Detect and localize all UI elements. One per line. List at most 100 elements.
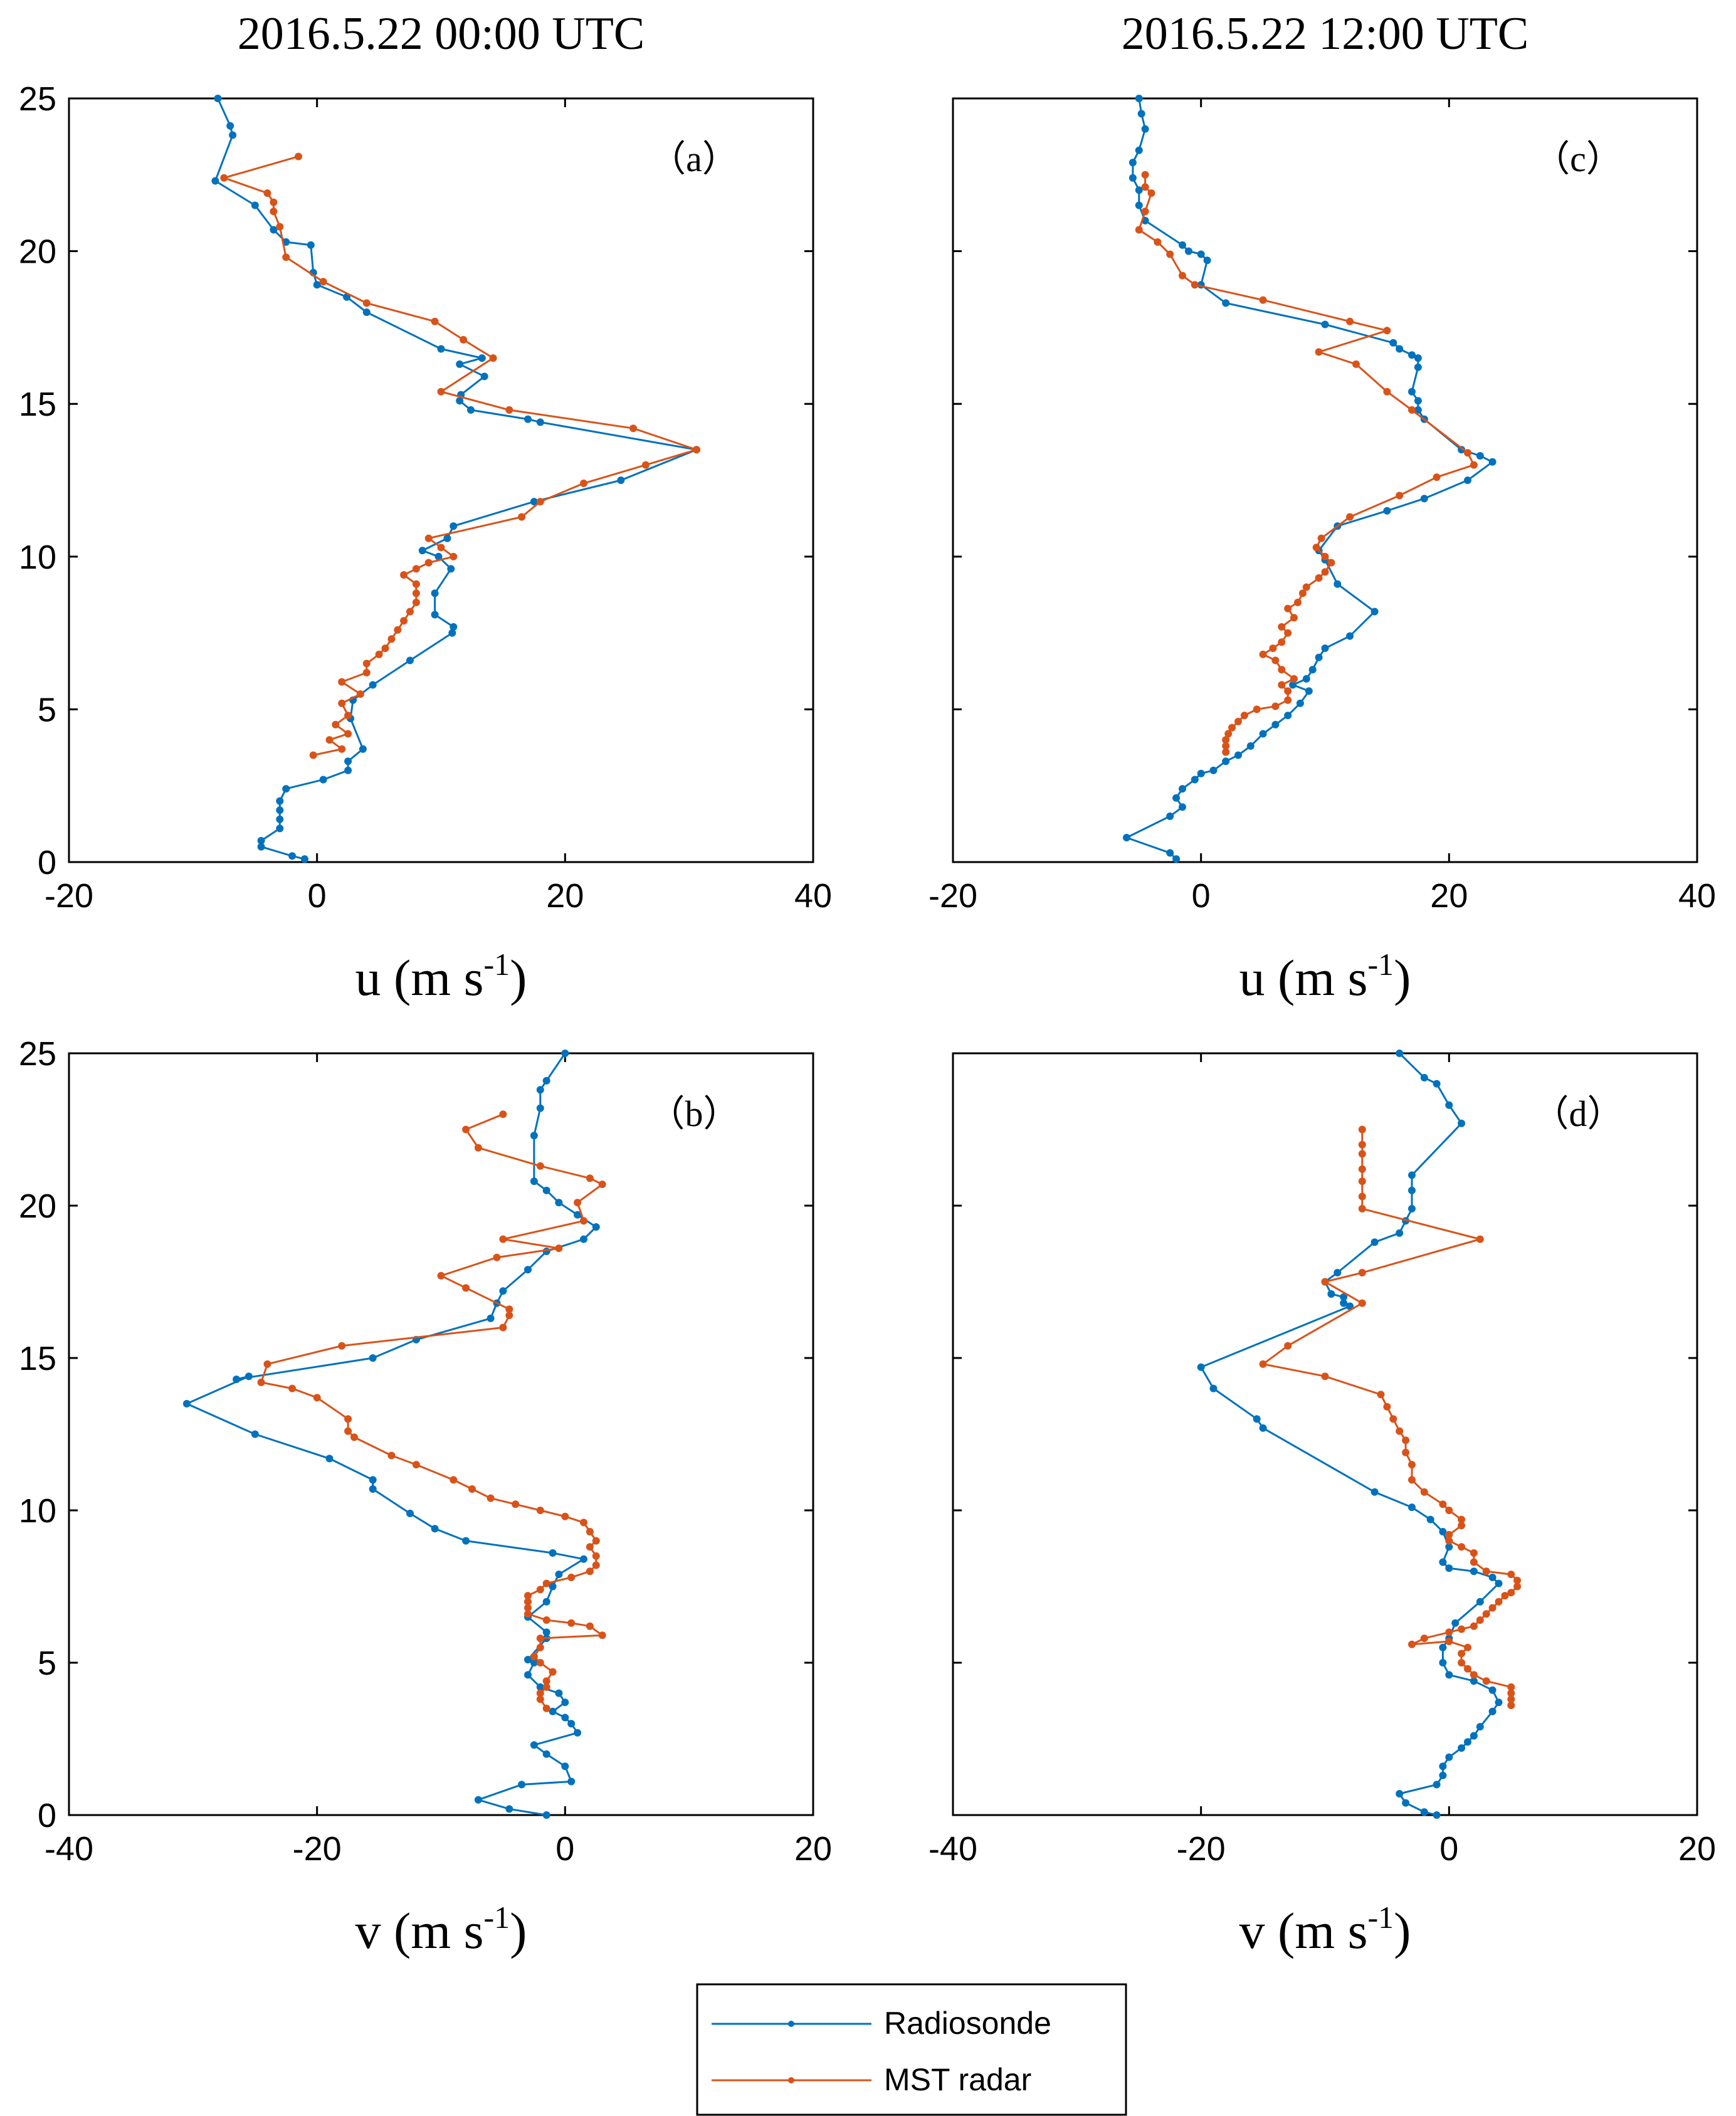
data-point	[487, 1314, 495, 1322]
data-point	[1278, 638, 1286, 646]
data-point	[693, 446, 700, 454]
data-point	[1352, 360, 1360, 368]
data-point	[574, 1199, 582, 1207]
data-point	[1346, 513, 1354, 521]
data-point	[362, 668, 371, 676]
data-point	[437, 345, 445, 353]
data-point	[1222, 299, 1230, 307]
data-point	[487, 1494, 495, 1502]
data-point	[1284, 604, 1292, 613]
x-axis-label-exponent: -1	[484, 1900, 510, 1935]
data-point	[443, 534, 451, 542]
data-point	[1278, 666, 1286, 674]
data-point	[1445, 1543, 1453, 1551]
data-point	[387, 1451, 396, 1460]
data-point	[245, 1372, 253, 1381]
data-point	[1420, 1808, 1428, 1816]
data-point	[1358, 1140, 1366, 1149]
data-point	[1439, 1762, 1447, 1771]
data-point	[462, 1537, 470, 1545]
legend-marker-radiosonde	[788, 2021, 794, 2027]
data-point	[1495, 1598, 1503, 1606]
x-tick-label: -20	[293, 1830, 342, 1868]
data-point	[1445, 1671, 1453, 1679]
series-radiosonde	[1197, 1050, 1503, 1819]
data-point	[1433, 473, 1441, 482]
data-point	[406, 608, 414, 616]
data-point	[1203, 256, 1211, 265]
data-point	[1396, 1790, 1404, 1798]
data-point	[536, 1683, 544, 1691]
data-point	[369, 1476, 377, 1484]
data-point	[288, 1384, 297, 1392]
data-point	[319, 278, 327, 286]
data-point	[1370, 1238, 1379, 1246]
data-point	[1470, 1558, 1478, 1566]
data-point	[338, 699, 346, 707]
data-point	[1445, 1628, 1453, 1636]
data-point	[1408, 1503, 1416, 1512]
data-point	[1147, 189, 1155, 197]
data-point	[282, 253, 290, 261]
data-point	[300, 855, 308, 863]
data-point	[276, 223, 284, 231]
data-point	[474, 1796, 482, 1804]
data-point	[412, 598, 420, 606]
series-radiosonde	[182, 1050, 600, 1819]
data-point	[233, 1376, 241, 1383]
data-point	[536, 1643, 544, 1651]
data-point	[325, 1455, 334, 1463]
data-point	[1507, 1689, 1515, 1697]
data-point	[567, 1619, 576, 1627]
panel-label: （a）	[650, 139, 739, 179]
data-point	[431, 611, 439, 619]
plot-area-frame	[952, 97, 1698, 863]
data-point	[1470, 1549, 1478, 1557]
data-point	[344, 1427, 352, 1435]
data-point	[524, 1656, 532, 1664]
data-point	[542, 1076, 550, 1085]
data-point	[536, 418, 544, 426]
data-point	[1476, 1616, 1484, 1624]
data-point	[542, 1186, 550, 1194]
data-point	[555, 1245, 563, 1252]
data-point	[1334, 580, 1342, 588]
data-point	[1495, 1698, 1503, 1707]
data-point	[313, 281, 321, 289]
data-point	[319, 776, 327, 784]
data-point	[1464, 476, 1471, 484]
data-point	[1470, 1677, 1478, 1685]
data-point	[1445, 1101, 1453, 1109]
data-point	[1458, 1659, 1466, 1666]
data-point	[344, 757, 352, 766]
x-axis-label-tail: )	[510, 1902, 527, 1959]
y-tick-label: 5	[38, 691, 56, 729]
data-point	[1358, 1125, 1366, 1134]
data-point	[499, 1287, 507, 1295]
data-point	[1358, 1268, 1366, 1276]
data-point	[214, 95, 222, 102]
data-point	[1294, 598, 1302, 606]
data-point	[1513, 1582, 1522, 1591]
data-point	[549, 1549, 557, 1557]
data-point	[381, 645, 389, 652]
series-mst-radar	[1135, 171, 1478, 756]
data-point	[1222, 742, 1230, 750]
data-point	[1408, 1461, 1416, 1469]
x-tick-label: -20	[1177, 1830, 1226, 1868]
data-point	[1464, 1738, 1471, 1746]
data-point	[542, 1683, 550, 1691]
data-point	[1445, 1530, 1453, 1539]
data-point	[1488, 458, 1497, 466]
data-point	[1396, 1050, 1404, 1057]
data-point	[1172, 794, 1181, 802]
data-point	[1358, 1192, 1366, 1201]
data-point	[1234, 751, 1242, 759]
data-point	[1269, 645, 1277, 652]
data-point	[1383, 1403, 1391, 1411]
data-point	[394, 626, 402, 634]
data-point	[1408, 1186, 1416, 1194]
data-point	[480, 372, 488, 381]
data-point	[542, 1616, 550, 1624]
x-tick-label: 0	[308, 877, 327, 915]
